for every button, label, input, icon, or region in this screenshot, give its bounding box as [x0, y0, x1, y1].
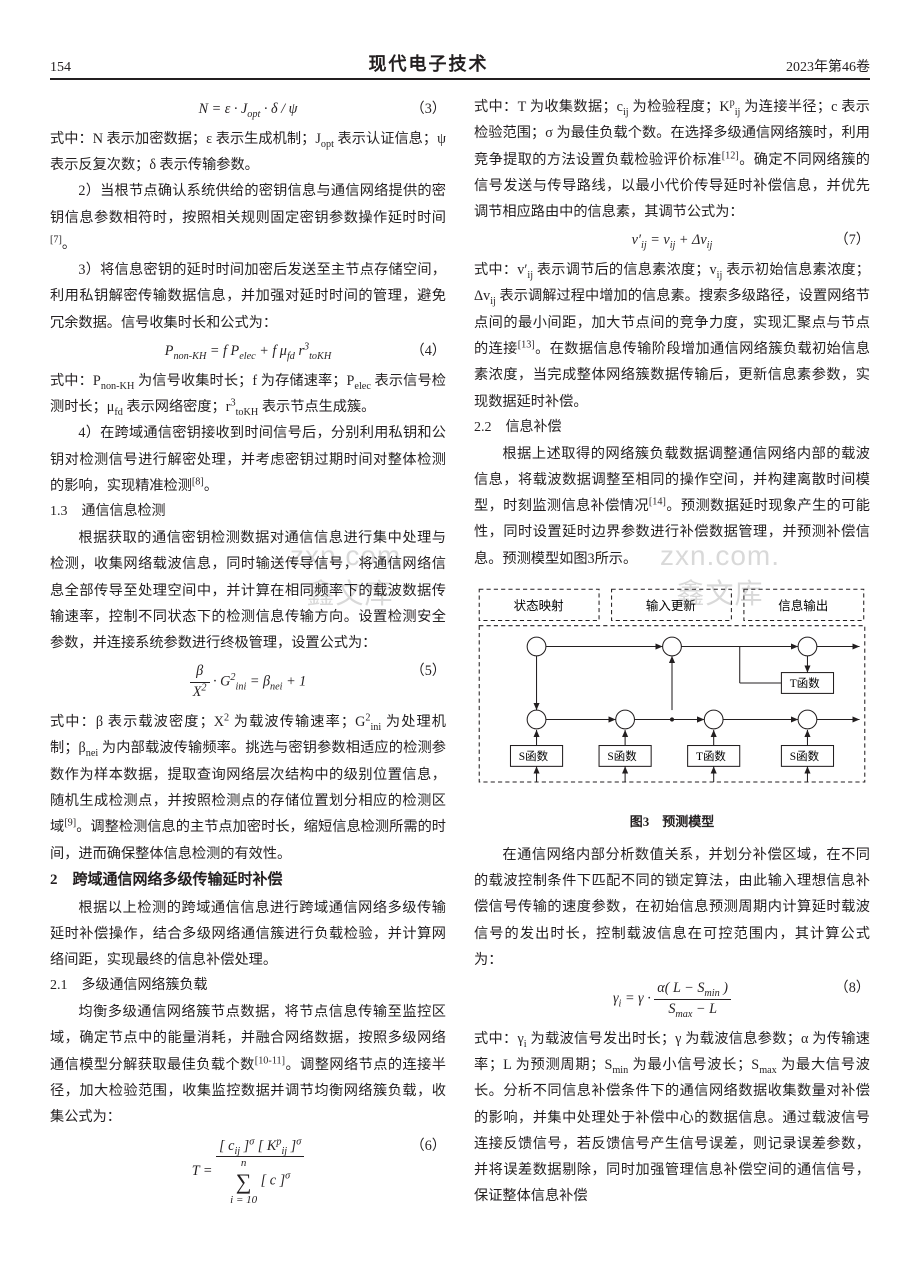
diagram-svg: 状态映射 输入更新 信息输出 T函数 [474, 584, 870, 792]
list-item-4: 4）在跨域通信密钥接收到时间信号后，分别利用私钥和公钥对检测信号进行解密处理，并… [50, 420, 446, 499]
equation-4: Pnon-KH = f Pelec + f μfd r3toKH （4） [50, 342, 446, 362]
journal-title: 现代电子技术 [369, 50, 489, 76]
paragraph: 根据以上检测的跨域通信信息进行跨域通信网络多级传输延时补偿操作，结合多级网络通信… [50, 895, 446, 974]
fig-label: 状态映射 [514, 598, 564, 613]
equation-number: （7） [835, 231, 870, 251]
fig-label: T函数 [696, 749, 726, 763]
paragraph: 式中：Pnon-KH 为信号收集时长；f 为存储速率；Pelec 表示信号检测时… [50, 368, 446, 421]
paragraph: 式中：N 表示加密数据；ε 表示生成机制；Jopt 表示认证信息；ψ 表示反复次… [50, 126, 446, 179]
paragraph: 式中：γi 为载波信号发出时长；γ 为载波信息参数；α 为传输速率；L 为预测周… [474, 1026, 870, 1210]
page-number: 154 [50, 60, 71, 76]
fig-label: S函数 [790, 749, 820, 763]
paragraph: 式中：β 表示载波密度；X2 为载波传输速率；G2ini 为处理机制；βnei … [50, 709, 446, 867]
equation-number: （6） [411, 1137, 446, 1157]
fig-label: 输入更新 [646, 598, 696, 613]
paragraph: 根据获取的通信密钥检测数据对通信信息进行集中处理与检测，收集网络载波信息，同时输… [50, 525, 446, 656]
paragraph: 均衡多级通信网络簇节点数据，将节点信息传输至监控区域，确定节点中的能量消耗，并融… [50, 999, 446, 1130]
fig-label: 信息输出 [778, 598, 828, 613]
subsection-2-1: 2.1 多级通信网络簇负载 [50, 973, 446, 999]
equation-number: （8） [835, 979, 870, 999]
right-column: 式中：T 为收集数据；cij 为检验程度；Kpij 为连接半径；c 表示检验范围… [474, 94, 870, 1212]
equation-number: （5） [411, 662, 446, 682]
fig-label: T函数 [790, 676, 820, 690]
equation-6: T = [ cij ]σ [ Kpij ]σ n∑i = 10 [ c ]σ （… [50, 1137, 446, 1206]
fig-label: S函数 [607, 749, 637, 763]
fig-label: S函数 [519, 749, 549, 763]
equation-8: γi = γ · α( L − Smin ) Smax − L （8） [474, 979, 870, 1020]
subsection-2-2: 2.2 信息补偿 [474, 415, 870, 441]
equation-3: N = ε · Jopt · δ / ψ （3） [50, 100, 446, 120]
figure-3: 状态映射 输入更新 信息输出 T函数 [474, 584, 870, 834]
figure-3-caption: 图3 预测模型 [474, 810, 870, 834]
equation-number: （4） [411, 342, 446, 362]
issue-label: 2023年第46卷 [786, 56, 870, 76]
paragraph: 式中：T 为收集数据；cij 为检验程度；Kpij 为连接半径；c 表示检验范围… [474, 94, 870, 225]
paragraph: 根据上述取得的网络簇负载数据调整通信网络内部的载波信息，将载波数据调整至相同的操… [474, 441, 870, 572]
equation-5: βX2 · G2ini = βnei + 1 （5） [50, 662, 446, 703]
left-column: N = ε · Jopt · δ / ψ （3） 式中：N 表示加密数据；ε 表… [50, 94, 446, 1212]
list-item-3: 3）将信息密钥的延时时间加密后发送至主节点存储空间，利用私钥解密传输数据信息，并… [50, 257, 446, 336]
equation-7: v′ij = vij + Δvij （7） [474, 231, 870, 251]
page-header: 154 现代电子技术 2023年第46卷 [50, 50, 870, 80]
section-2: 2 跨域通信网络多级传输延时补偿 [50, 867, 446, 895]
list-item-2: 2）当根节点确认系统供给的密钥信息与通信网络提供的密钥信息参数相符时，按照相关规… [50, 178, 446, 257]
paragraph: 在通信网络内部分析数值关系，并划分补偿区域，在不同的载波控制条件下匹配不同的锁定… [474, 842, 870, 973]
paragraph: 式中：v′ij 表示调节后的信息素浓度；vij 表示初始信息素浓度；Δvij 表… [474, 257, 870, 415]
subsection-1-3: 1.3 通信信息检测 [50, 499, 446, 525]
equation-number: （3） [411, 100, 446, 120]
